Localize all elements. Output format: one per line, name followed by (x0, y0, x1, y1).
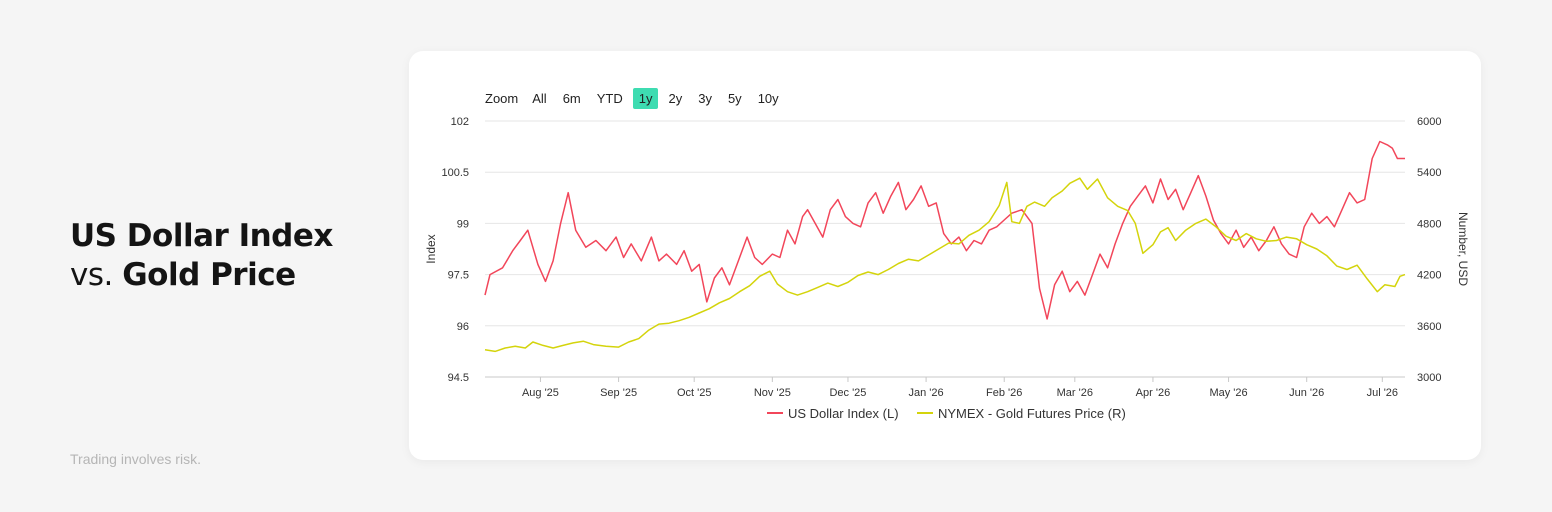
zoom-ytd-button[interactable]: YTD (596, 91, 623, 106)
zoom-2y-button[interactable]: 2y (668, 91, 683, 106)
x-tick-label: Jan '26 (909, 387, 944, 399)
y-left-tick-label: 102 (451, 116, 469, 128)
x-tick-label: Mar '26 (1057, 387, 1093, 399)
x-tick-label: Aug '25 (522, 387, 559, 399)
x-tick-label: Sep '25 (600, 387, 637, 399)
headline: US Dollar Index vs. Gold Price (70, 217, 333, 295)
legend-gold-label: NYMEX - Gold Futures Price (R) (938, 406, 1126, 421)
y-left-tick-label: 96 (457, 321, 469, 333)
zoom-label: Zoom (485, 91, 519, 106)
x-tick-label: Nov '25 (754, 387, 791, 399)
y-right-tick-label: 4800 (1417, 218, 1441, 230)
legend-usd-label: US Dollar Index (L) (788, 406, 899, 421)
chart-card: Zoom All 6m YTD 1y 2y 3y 5y 10y 94.5 3000… (409, 51, 1481, 460)
x-tick-label: Oct '25 (677, 387, 712, 399)
zoom-10y-button[interactable]: 10y (757, 91, 779, 106)
y-left-tick-label: 100.5 (441, 167, 469, 179)
y-right-axis-title: Number, USD (1456, 212, 1470, 286)
zoom-6m-button[interactable]: 6m (562, 91, 581, 106)
risk-disclaimer: Trading involves risk. (70, 451, 201, 467)
zoom-all-button[interactable]: All (532, 91, 547, 106)
line-chart: 94.5 3000 96 3600 97.5 4200 99 4800 100.5 5400 102… (424, 116, 1470, 421)
zoom-3y-button[interactable]: 3y (698, 91, 712, 106)
headline-line1: US Dollar Index (70, 218, 333, 254)
y-left-tick-label: 94.5 (448, 372, 469, 384)
x-tick-label: Apr '26 (1136, 387, 1171, 399)
x-tick-label: Dec '25 (829, 387, 866, 399)
gold-price-line (484, 177, 1406, 353)
y-left-axis-title: Index (424, 234, 438, 263)
headline-line2: Gold Price (122, 257, 296, 293)
usd-index-line (484, 140, 1405, 320)
y-right-tick-label: 5400 (1417, 167, 1441, 179)
y-left-tick-label: 99 (457, 218, 469, 230)
zoom-bar: Zoom All 6m YTD 1y 2y 3y 5y 10y (485, 88, 789, 109)
y-right-tick-label: 4200 (1417, 270, 1441, 282)
y-right-tick-label: 3000 (1417, 372, 1441, 384)
x-tick-label: Feb '26 (986, 387, 1022, 399)
zoom-1y-button[interactable]: 1y (632, 88, 659, 109)
headline-vs: vs. (70, 257, 113, 293)
x-tick-label: Jul '26 (1367, 387, 1398, 399)
zoom-5y-button[interactable]: 5y (727, 91, 742, 106)
y-left-tick-label: 97.5 (448, 270, 469, 282)
x-tick-label: Jun '26 (1289, 387, 1324, 399)
y-right-tick-label: 3600 (1417, 321, 1441, 333)
y-right-tick-label: 6000 (1417, 116, 1441, 128)
x-tick-label: May '26 (1209, 387, 1247, 399)
